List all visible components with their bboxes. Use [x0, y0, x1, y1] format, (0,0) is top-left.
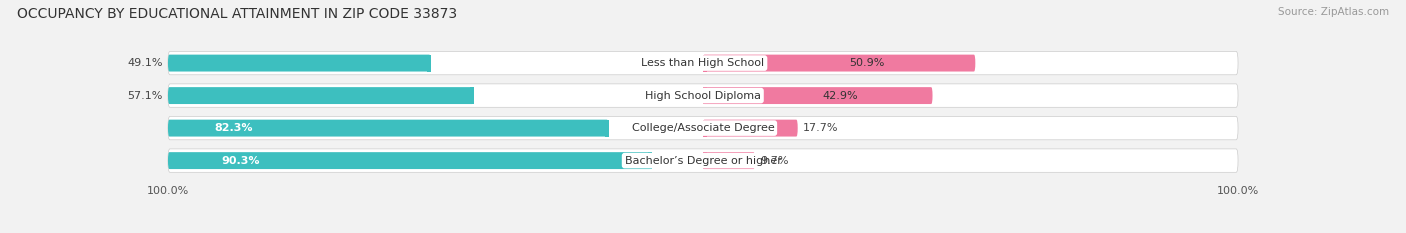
FancyBboxPatch shape: [427, 55, 432, 72]
Text: 42.9%: 42.9%: [823, 91, 859, 101]
FancyBboxPatch shape: [470, 87, 474, 104]
Text: Less than High School: Less than High School: [641, 58, 765, 68]
Text: 50.9%: 50.9%: [849, 58, 884, 68]
Legend: Owner-occupied, Renter-occupied: Owner-occupied, Renter-occupied: [579, 230, 827, 233]
FancyBboxPatch shape: [648, 152, 651, 169]
Text: High School Diploma: High School Diploma: [645, 91, 761, 101]
FancyBboxPatch shape: [703, 152, 707, 169]
Text: Bachelor’s Degree or higher: Bachelor’s Degree or higher: [624, 156, 782, 166]
FancyBboxPatch shape: [167, 152, 651, 169]
Text: 82.3%: 82.3%: [215, 123, 253, 133]
Text: OCCUPANCY BY EDUCATIONAL ATTAINMENT IN ZIP CODE 33873: OCCUPANCY BY EDUCATIONAL ATTAINMENT IN Z…: [17, 7, 457, 21]
FancyBboxPatch shape: [167, 51, 1239, 75]
FancyBboxPatch shape: [703, 120, 707, 137]
Text: College/Associate Degree: College/Associate Degree: [631, 123, 775, 133]
Text: 17.7%: 17.7%: [803, 123, 838, 133]
Text: 9.7%: 9.7%: [761, 156, 789, 166]
FancyBboxPatch shape: [703, 120, 797, 137]
FancyBboxPatch shape: [167, 149, 1239, 172]
Text: 90.3%: 90.3%: [221, 156, 260, 166]
FancyBboxPatch shape: [167, 55, 430, 72]
FancyBboxPatch shape: [703, 152, 755, 169]
FancyBboxPatch shape: [167, 116, 1239, 140]
FancyBboxPatch shape: [605, 120, 609, 137]
Text: Source: ZipAtlas.com: Source: ZipAtlas.com: [1278, 7, 1389, 17]
FancyBboxPatch shape: [703, 55, 976, 72]
Text: 49.1%: 49.1%: [127, 58, 163, 68]
FancyBboxPatch shape: [703, 55, 707, 72]
FancyBboxPatch shape: [167, 120, 609, 137]
FancyBboxPatch shape: [703, 87, 707, 104]
FancyBboxPatch shape: [167, 84, 1239, 107]
FancyBboxPatch shape: [703, 87, 932, 104]
Text: 57.1%: 57.1%: [128, 91, 163, 101]
FancyBboxPatch shape: [167, 87, 474, 104]
